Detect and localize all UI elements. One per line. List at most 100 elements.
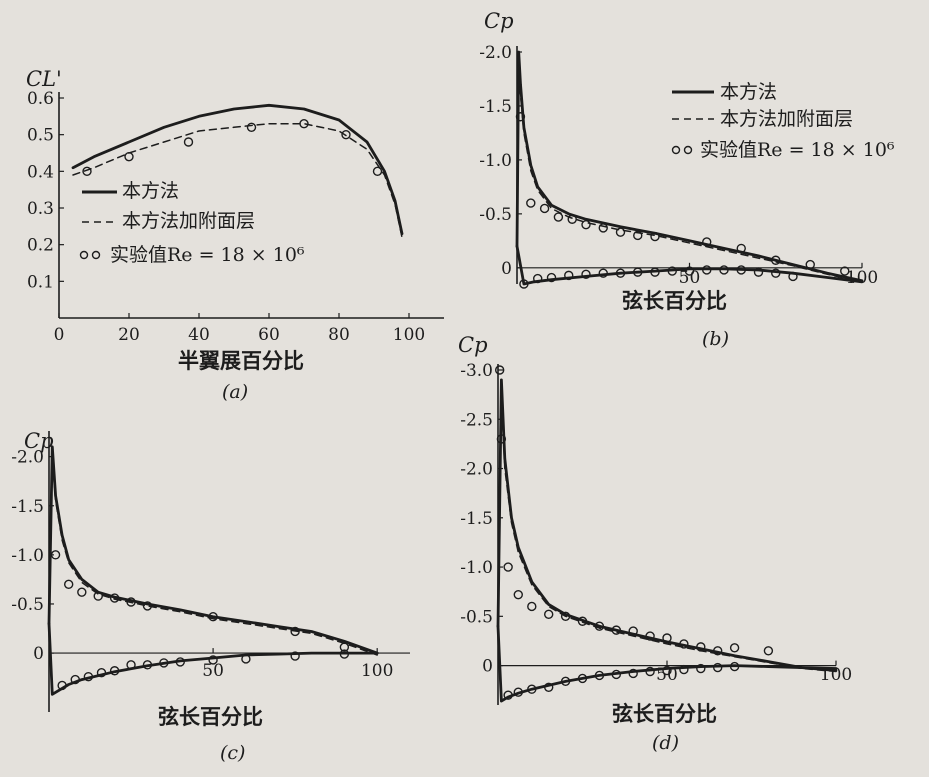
y-tick-label: -3.0 <box>460 361 493 381</box>
data-point <box>805 259 815 270</box>
data-point <box>83 671 94 682</box>
data-point <box>546 272 557 283</box>
panel-c-caption: (c) <box>220 742 245 764</box>
data-point <box>339 649 350 659</box>
data-point <box>594 670 605 681</box>
y-tick-label: -0.5 <box>11 595 44 615</box>
data-point <box>840 266 850 276</box>
y-tick-label: -2.0 <box>460 460 493 480</box>
dashed-series-line <box>500 388 837 673</box>
data-point <box>503 690 513 700</box>
data-point <box>290 626 300 637</box>
solid-series-line <box>71 103 404 236</box>
data-point <box>560 611 571 622</box>
legend-entry: 本方法 <box>122 180 179 202</box>
data-point <box>77 587 87 597</box>
data-point <box>696 663 706 674</box>
data-point <box>611 669 621 680</box>
data-point <box>533 273 543 284</box>
x-tick-label: 20 <box>118 325 140 345</box>
data-point <box>126 660 136 670</box>
solid-series-line <box>47 445 379 655</box>
data-point <box>494 365 505 375</box>
data-point <box>598 223 608 233</box>
data-point <box>615 227 626 237</box>
x-tick-label: 0 <box>54 325 65 345</box>
data-point <box>299 118 309 129</box>
y-tick-label: 0.3 <box>27 199 54 219</box>
legend-marker-swatch <box>671 145 681 155</box>
legend-entry: 本方法 <box>720 81 777 103</box>
data-point <box>736 265 746 275</box>
data-point <box>753 267 764 277</box>
data-point <box>513 687 523 697</box>
data-point <box>515 112 526 122</box>
x-tick-label: 50 <box>202 661 224 681</box>
data-point <box>183 137 194 147</box>
data-point <box>729 643 740 653</box>
data-point <box>662 633 672 643</box>
data-point <box>696 642 706 652</box>
panel-a-caption: (a) <box>222 381 248 403</box>
data-point <box>679 664 689 675</box>
x-tick-label: 100 <box>361 661 393 681</box>
panel-a-legend: 本方法 本方法加附面层 实验值Re = 18 × 10⁶ <box>79 180 305 266</box>
data-point <box>527 684 537 694</box>
data-point <box>142 660 153 670</box>
y-tick-label: -1.5 <box>479 97 512 117</box>
x-tick-label: 100 <box>846 268 878 288</box>
data-point <box>50 550 61 560</box>
data-point <box>63 579 74 590</box>
data-point <box>598 268 608 278</box>
y-tick-label: 0.1 <box>27 272 54 292</box>
y-tick-label: 0.6 <box>27 89 54 109</box>
data-point <box>702 237 712 247</box>
panel-b-legend: 本方法 本方法加附面层 实验值Re = 18 × 10⁶ <box>671 81 895 161</box>
data-point <box>246 122 257 133</box>
data-point <box>662 665 672 676</box>
panel-a: CL' 半翼展百分比 (a) 本方法 本方法加附面层 实验值Re = 18 × … <box>26 67 444 403</box>
data-point <box>679 639 689 649</box>
data-point <box>208 655 218 665</box>
y-tick-label: 0 <box>501 259 512 279</box>
legend-entry: 实验值Re = 18 × 10⁶ <box>700 139 895 161</box>
y-tick-label: -1.0 <box>460 558 493 578</box>
data-point <box>763 646 774 656</box>
data-point <box>564 270 574 281</box>
legend-entry: 本方法加附面层 <box>720 108 853 130</box>
data-point <box>628 626 638 636</box>
y-tick-label: -2.5 <box>460 410 493 430</box>
data-point <box>581 219 591 230</box>
y-tick-label: 0 <box>482 657 493 677</box>
data-point <box>650 231 660 242</box>
legend-marker-swatch <box>683 145 693 155</box>
y-tick-label: 0 <box>33 644 44 664</box>
data-point <box>594 621 605 631</box>
data-point <box>713 646 723 656</box>
y-tick-label: 0.2 <box>27 236 54 256</box>
x-tick-label: 40 <box>188 325 210 345</box>
data-point <box>577 616 588 626</box>
data-point <box>667 266 677 276</box>
data-point <box>567 214 577 224</box>
data-point <box>615 268 626 278</box>
data-point <box>645 631 655 641</box>
legend-marker-swatch <box>79 250 89 260</box>
data-point <box>633 230 643 241</box>
panel-b-ylabel: Cp <box>484 9 514 33</box>
panel-b: Cp 弦长百分比 (b) 本方法 本方法加附面层 实验值Re = 18 × 10… <box>479 9 895 350</box>
data-point <box>142 601 153 611</box>
data-point <box>539 203 550 214</box>
data-point <box>93 591 103 601</box>
y-tick-label: -1.0 <box>11 546 44 566</box>
y-tick-label: -1.5 <box>460 509 493 529</box>
data-point <box>544 609 554 620</box>
data-point <box>341 129 351 140</box>
data-point <box>57 680 67 691</box>
panel-c: Cp 弦长百分比 (c) 50 100-2.0-1.5-1.0-0.50 <box>11 429 410 764</box>
data-point <box>736 243 746 254</box>
data-point <box>581 269 591 279</box>
data-point <box>159 658 169 668</box>
